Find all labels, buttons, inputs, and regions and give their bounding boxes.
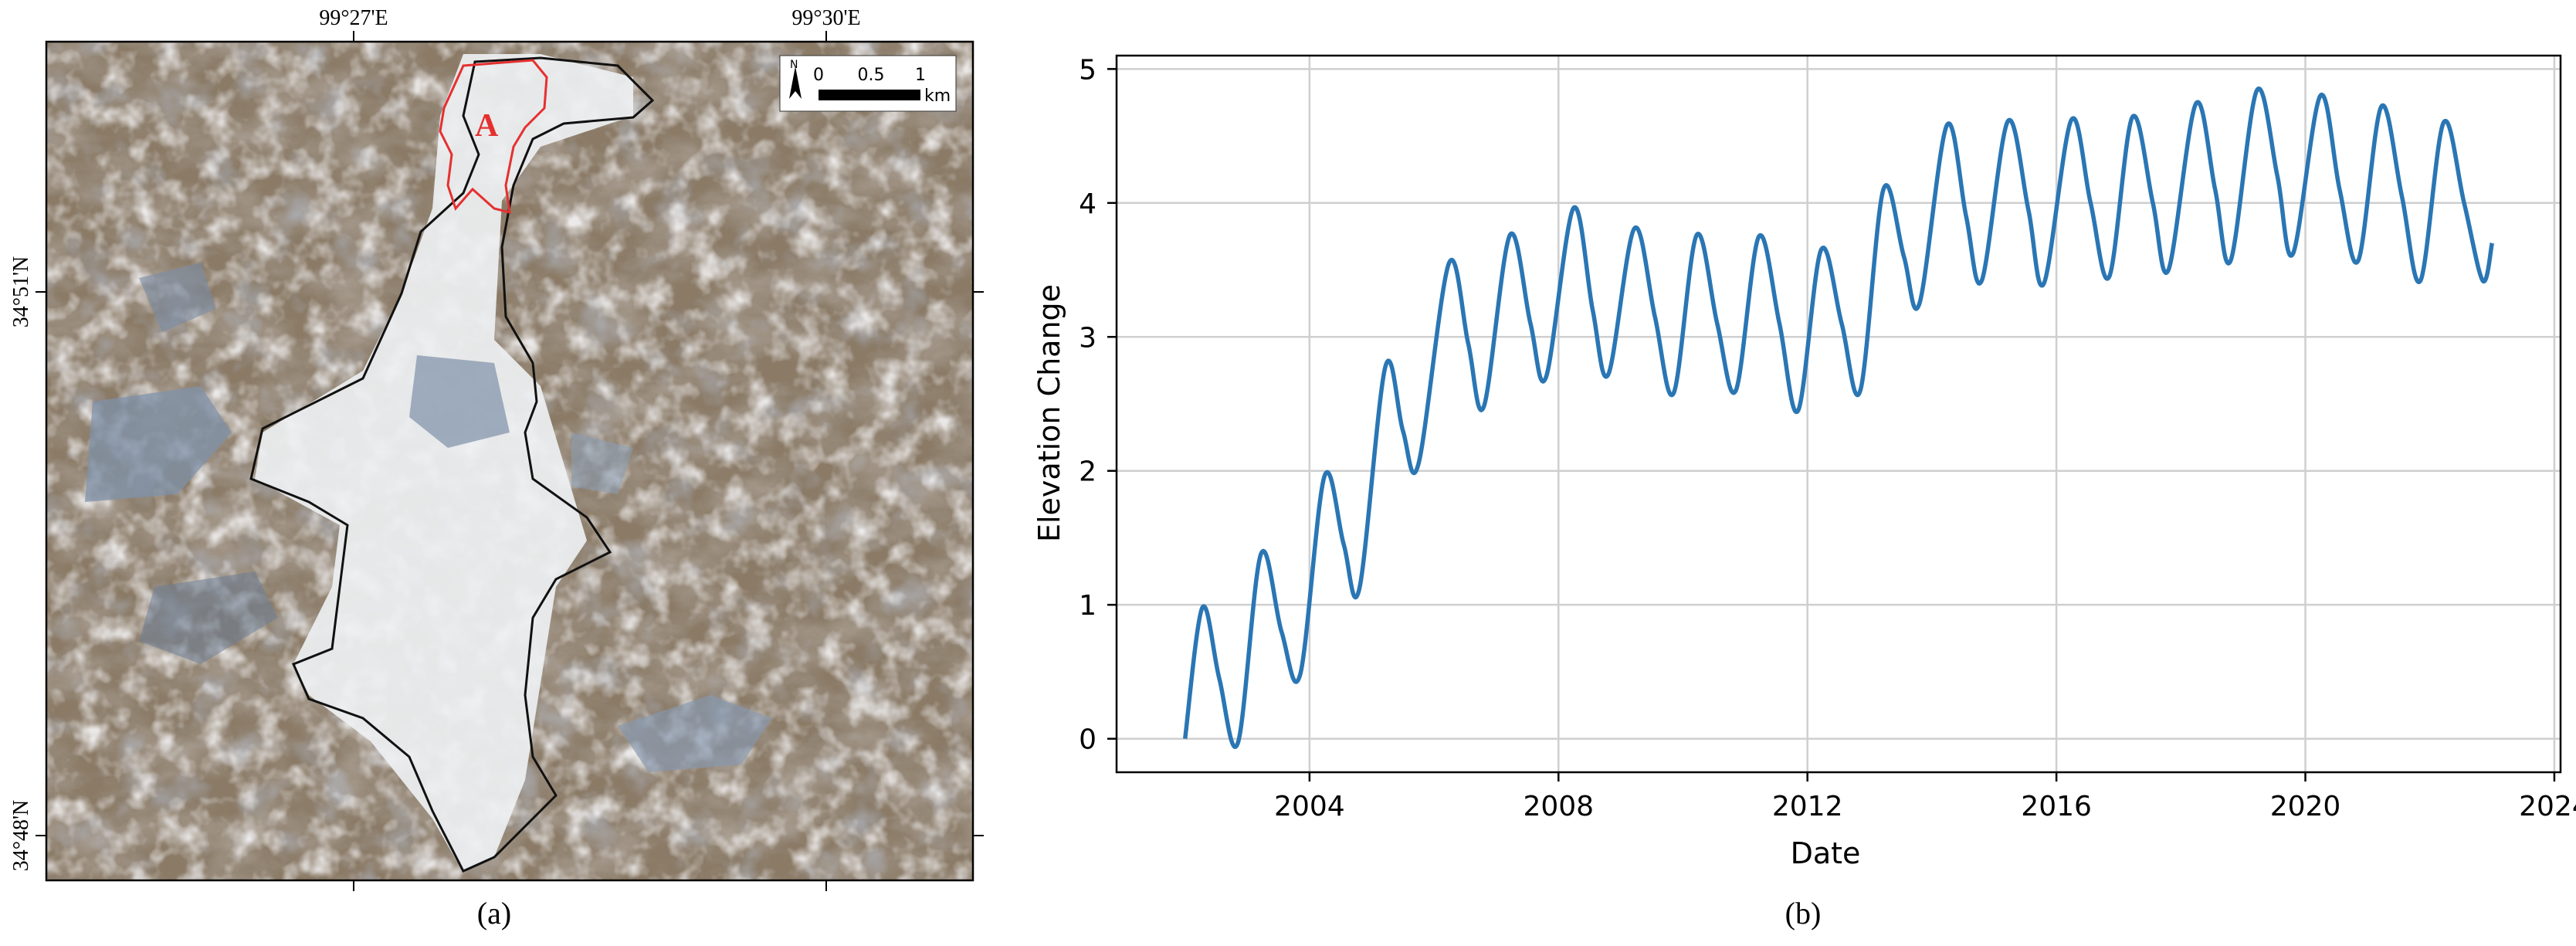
region-a-outline — [439, 59, 548, 214]
scale-tick-2: 1 — [915, 66, 926, 85]
y-axis-label: Elevation Change — [1032, 284, 1066, 542]
y-tick-label: 2 — [1079, 456, 1096, 488]
region-a-label: A — [475, 108, 499, 144]
x-tick-label: 2012 — [1772, 791, 1843, 822]
map-panel: A 99°27'E 99°30'E 34°51'N 34°48'N N 0 0.… — [0, 0, 1004, 942]
glacier-surface — [255, 54, 633, 873]
map-figure: A 99°27'E 99°30'E 34°51'N 34°48'N N 0 0.… — [9, 6, 984, 931]
lat-label-2: 34°48'N — [9, 800, 33, 871]
x-tick-label: 2024 — [2519, 791, 2576, 822]
x-tick-label: 2016 — [2021, 791, 2092, 822]
axes: 2004 2008 2012 2016 2020 2024 0 1 2 3 4 5 — [1079, 54, 2576, 822]
y-tick-label: 0 — [1079, 724, 1096, 756]
x-tick-label: 2008 — [1523, 791, 1594, 822]
scale-unit: km — [924, 86, 951, 106]
elevation-chart: 2004 2008 2012 2016 2020 2024 0 1 2 3 4 5 Date Elev… — [1032, 54, 2576, 931]
x-axis-label: Date — [1791, 836, 1861, 870]
scale-tick-0: 0 — [813, 66, 824, 85]
map-frame — [45, 40, 974, 882]
glacier-outline — [249, 56, 655, 873]
series-layer — [1182, 86, 2495, 749]
north-label: N — [790, 59, 798, 71]
caption-b: (b) — [1785, 896, 1822, 931]
scale-tick-1: 0.5 — [858, 66, 885, 85]
lon-label-1: 99°27'E — [319, 6, 388, 30]
satellite-image — [46, 42, 973, 880]
plot-frame — [1115, 54, 2562, 774]
grid — [1117, 56, 2561, 772]
x-tick-label: 2020 — [2270, 791, 2341, 822]
caption-a: (a) — [477, 896, 511, 931]
chart-panel: 2004 2008 2012 2016 2020 2024 0 1 2 3 4 5 Date Elev… — [1004, 0, 2576, 942]
lon-label-2: 99°30'E — [791, 6, 860, 30]
lat-label-1: 34°51'N — [9, 256, 33, 327]
y-tick-label: 1 — [1079, 590, 1096, 622]
y-tick-label: 3 — [1079, 322, 1096, 354]
elevation-change-line — [1182, 86, 2495, 749]
north-arrow-icon — [789, 66, 802, 99]
scale-bar: N 0 0.5 1 km — [779, 55, 957, 112]
y-tick-label: 4 — [1079, 188, 1096, 220]
y-tick-label: 5 — [1079, 54, 1096, 86]
x-tick-label: 2004 — [1274, 791, 1345, 822]
